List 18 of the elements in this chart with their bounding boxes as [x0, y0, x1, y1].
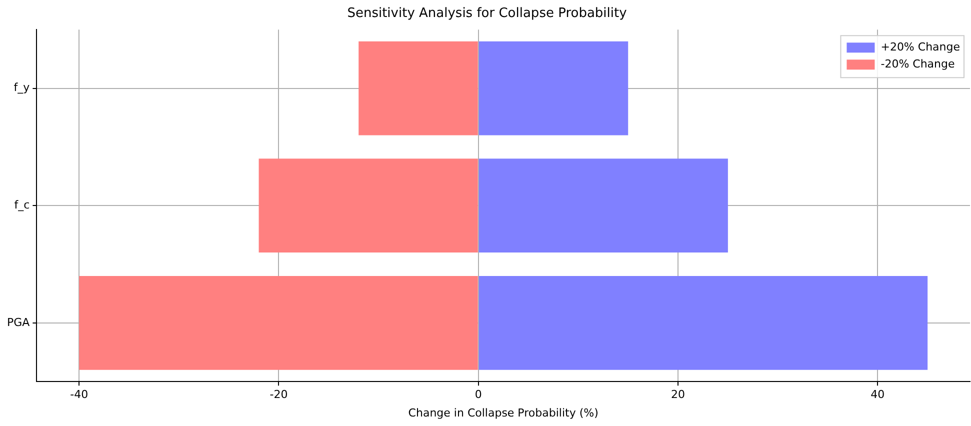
legend-label: +20% Change: [880, 40, 960, 54]
y-tick-label: f_c: [14, 198, 30, 212]
legend-label: -20% Change: [880, 57, 955, 70]
bar: [478, 276, 928, 370]
bar: [79, 276, 478, 370]
x-tick-label: -20: [270, 388, 288, 402]
bar: [258, 158, 478, 253]
bar: [358, 41, 478, 136]
x-tick-label: 0: [474, 388, 482, 402]
x-tick-label: 20: [671, 388, 686, 402]
x-axis-title: Change in Collapse Probability (%): [408, 406, 598, 420]
y-tick-label: PGA: [6, 316, 30, 329]
bar: [478, 41, 628, 136]
chart-title: Sensitivity Analysis for Collapse Probability: [347, 6, 628, 22]
x-tick-label: 40: [870, 388, 885, 402]
x-tick-label: -40: [70, 388, 88, 402]
bar: [478, 158, 728, 253]
y-tick-label: f_y: [14, 81, 30, 94]
